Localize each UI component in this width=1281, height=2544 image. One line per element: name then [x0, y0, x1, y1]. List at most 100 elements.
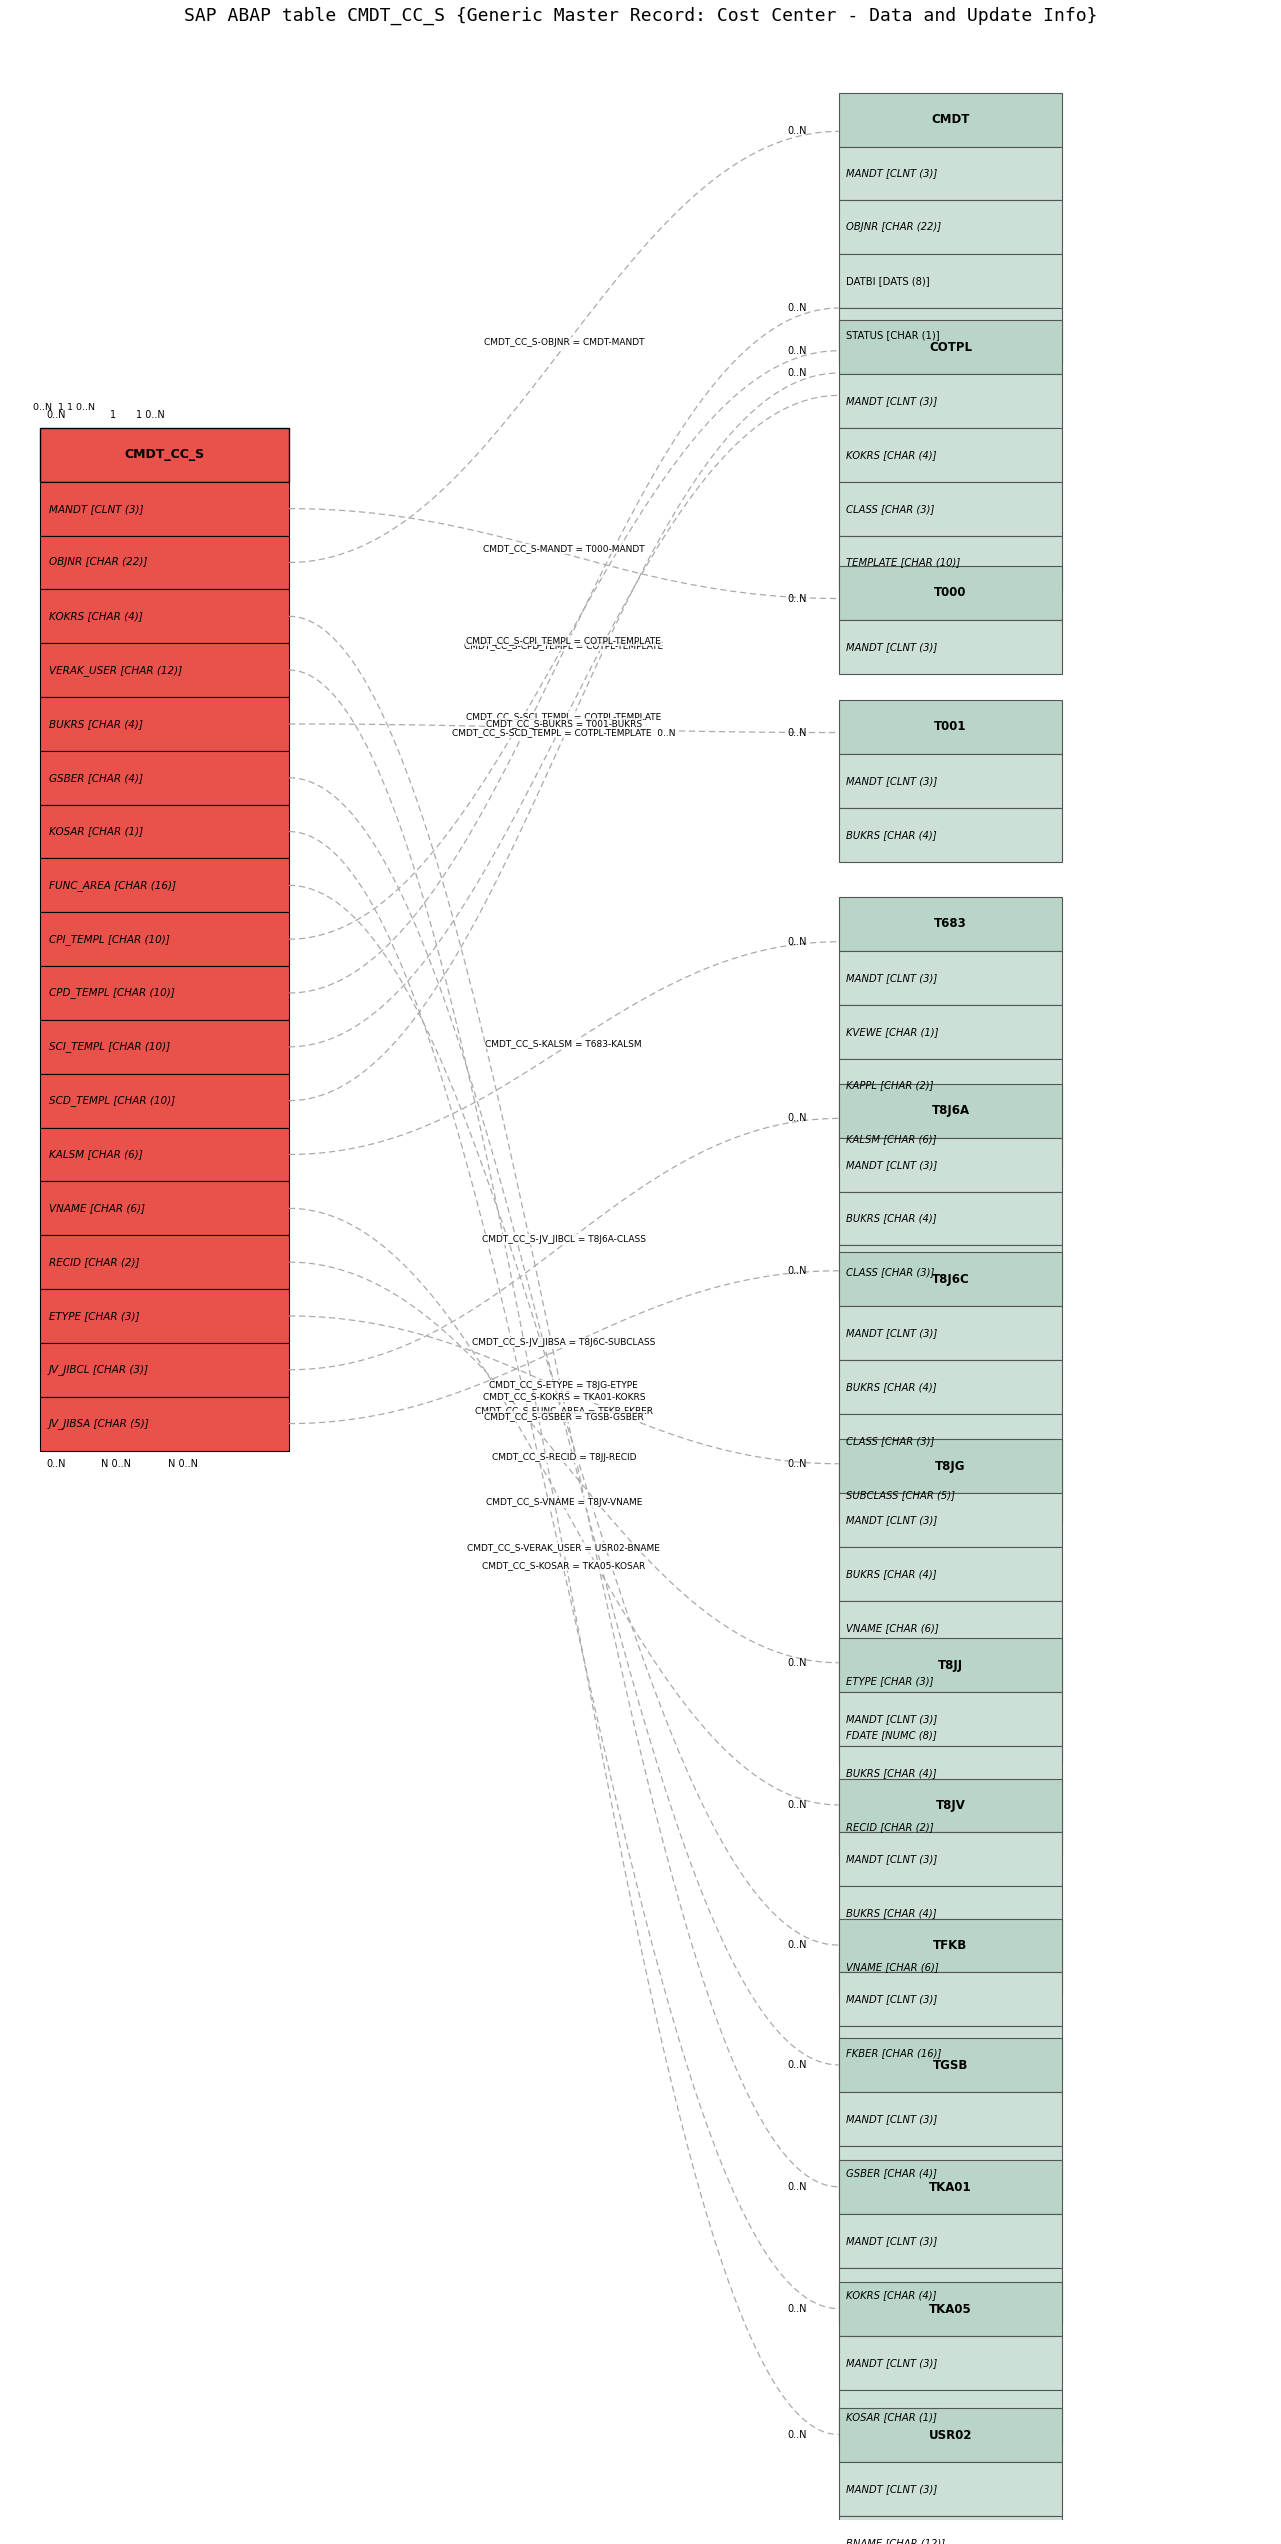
Bar — [839, 2091, 1062, 2147]
Text: GSBER [CHAR (4)]: GSBER [CHAR (4)] — [847, 2167, 938, 2178]
Text: CMDT_CC_S-RECID = T8JJ-RECID: CMDT_CC_S-RECID = T8JJ-RECID — [492, 1453, 637, 1463]
Bar — [40, 1397, 290, 1450]
Text: CMDT_CC_S-MANDT = T000-MANDT: CMDT_CC_S-MANDT = T000-MANDT — [483, 544, 644, 555]
Text: SAP ABAP table CMDT_CC_S {Generic Master Record: Cost Center - Data and Update I: SAP ABAP table CMDT_CC_S {Generic Master… — [183, 8, 1098, 25]
Text: T683: T683 — [934, 918, 967, 931]
Text: 0..N: 0..N — [46, 1458, 65, 1468]
Text: T000: T000 — [934, 588, 967, 600]
Text: N 0..N: N 0..N — [101, 1458, 131, 1468]
Bar — [839, 254, 1062, 308]
Text: 0..N: 0..N — [787, 1114, 807, 1124]
Text: KVEWE [CHAR (1)]: KVEWE [CHAR (1)] — [847, 1028, 939, 1035]
Text: 0..N: 0..N — [46, 410, 65, 420]
Text: T8JJ: T8JJ — [938, 1659, 963, 1671]
Bar — [40, 1343, 290, 1397]
Text: SCD_TEMPL [CHAR (10)]: SCD_TEMPL [CHAR (10)] — [49, 1096, 174, 1107]
Bar — [839, 1638, 1062, 1692]
Bar — [40, 537, 290, 590]
Text: DATBI [DATS (8)]: DATBI [DATS (8)] — [847, 277, 930, 285]
Text: CLASS [CHAR (3)]: CLASS [CHAR (3)] — [847, 1267, 935, 1277]
Bar — [839, 2389, 1062, 2445]
Text: 0..N: 0..N — [787, 728, 807, 738]
Text: KALSM [CHAR (6)]: KALSM [CHAR (6)] — [847, 1135, 936, 1145]
Text: CPD_TEMPL [CHAR (10)]: CPD_TEMPL [CHAR (10)] — [49, 987, 174, 997]
Text: MANDT [CLNT (3)]: MANDT [CLNT (3)] — [847, 1328, 938, 1338]
Bar — [839, 201, 1062, 254]
Bar — [839, 2335, 1062, 2389]
Text: N 0..N: N 0..N — [168, 1458, 197, 1468]
Text: 0..N: 0..N — [787, 2305, 807, 2312]
Text: 0..N: 0..N — [787, 1659, 807, 1669]
Bar — [839, 2028, 1062, 2081]
Text: OBJNR [CHAR (22)]: OBJNR [CHAR (22)] — [49, 557, 147, 567]
Bar — [839, 427, 1062, 481]
Text: MANDT [CLNT (3)]: MANDT [CLNT (3)] — [847, 1160, 938, 1170]
Bar — [839, 2038, 1062, 2091]
Text: GSBER [CHAR (4)]: GSBER [CHAR (4)] — [49, 773, 142, 784]
Bar — [839, 1600, 1062, 1654]
Text: RECID [CHAR (2)]: RECID [CHAR (2)] — [847, 1822, 934, 1832]
Bar — [839, 1972, 1062, 2028]
Bar — [839, 2282, 1062, 2335]
Bar — [40, 590, 290, 644]
Text: COTPL: COTPL — [929, 341, 972, 354]
Bar — [839, 1654, 1062, 1710]
Bar — [40, 481, 290, 537]
Bar — [839, 1885, 1062, 1941]
Bar — [40, 967, 290, 1020]
Text: MANDT [CLNT (3)]: MANDT [CLNT (3)] — [847, 972, 938, 982]
Text: BUKRS [CHAR (4)]: BUKRS [CHAR (4)] — [847, 1908, 936, 1918]
Bar — [40, 697, 290, 750]
Text: KALSM [CHAR (6)]: KALSM [CHAR (6)] — [49, 1150, 142, 1160]
Text: MANDT [CLNT (3)]: MANDT [CLNT (3)] — [847, 1855, 938, 1865]
Text: T8J6C: T8J6C — [931, 1272, 970, 1285]
Bar — [40, 1236, 290, 1290]
Bar — [839, 92, 1062, 148]
Text: MANDT [CLNT (3)]: MANDT [CLNT (3)] — [847, 776, 938, 786]
Bar — [839, 1305, 1062, 1361]
Text: MANDT [CLNT (3)]: MANDT [CLNT (3)] — [847, 397, 938, 407]
Bar — [839, 308, 1062, 361]
Bar — [40, 644, 290, 697]
Bar — [839, 1137, 1062, 1191]
Text: MANDT [CLNT (3)]: MANDT [CLNT (3)] — [847, 641, 938, 651]
Bar — [40, 427, 290, 481]
Text: FKBER [CHAR (16)]: FKBER [CHAR (16)] — [847, 2048, 942, 2058]
Bar — [839, 753, 1062, 806]
Text: 0..N: 0..N — [787, 1458, 807, 1468]
Bar — [40, 1020, 290, 1074]
Text: 0..N: 0..N — [787, 593, 807, 603]
Bar — [40, 1290, 290, 1343]
Bar — [839, 148, 1062, 201]
Bar — [839, 1247, 1062, 1300]
Text: TEMPLATE [CHAR (10)]: TEMPLATE [CHAR (10)] — [847, 557, 961, 567]
Text: CMDT_CC_S-OBJNR = CMDT-MANDT: CMDT_CC_S-OBJNR = CMDT-MANDT — [483, 338, 644, 346]
Text: MANDT [CLNT (3)]: MANDT [CLNT (3)] — [847, 2236, 938, 2246]
Text: CMDT_CC_S-JV_JIBSA = T8J6C-SUBCLASS: CMDT_CC_S-JV_JIBSA = T8J6C-SUBCLASS — [473, 1338, 656, 1348]
Bar — [839, 1084, 1062, 1137]
Text: MANDT [CLNT (3)]: MANDT [CLNT (3)] — [847, 1994, 938, 2005]
Text: CMDT: CMDT — [931, 112, 970, 127]
Text: CMDT_CC_S-GSBER = TGSB-GSBER: CMDT_CC_S-GSBER = TGSB-GSBER — [484, 1412, 643, 1422]
Text: TGSB: TGSB — [933, 2058, 968, 2071]
Bar — [839, 1361, 1062, 1414]
Text: CMDT_CC_S-JV_JIBCL = T8J6A-CLASS: CMDT_CC_S-JV_JIBCL = T8J6A-CLASS — [482, 1236, 646, 1244]
Text: 0..N: 0..N — [787, 2183, 807, 2193]
Text: 0..N: 0..N — [787, 1801, 807, 1809]
Bar — [40, 750, 290, 804]
Text: FDATE [NUMC (8)]: FDATE [NUMC (8)] — [847, 1730, 936, 1740]
Bar — [839, 806, 1062, 862]
Bar — [40, 1180, 290, 1236]
Text: TFKB: TFKB — [934, 1939, 967, 1951]
Text: MANDT [CLNT (3)]: MANDT [CLNT (3)] — [49, 504, 143, 514]
Text: 0..N  1 1 0..N: 0..N 1 1 0..N — [33, 402, 95, 412]
Bar — [40, 1074, 290, 1127]
Text: JV_JIBCL [CHAR (3)]: JV_JIBCL [CHAR (3)] — [49, 1364, 149, 1376]
Text: USR02: USR02 — [929, 2430, 972, 2442]
Text: CPI_TEMPL [CHAR (10)]: CPI_TEMPL [CHAR (10)] — [49, 934, 169, 944]
Bar — [839, 951, 1062, 1005]
Bar — [839, 1832, 1062, 1885]
Text: CMDT_CC_S-KOKRS = TKA01-KOKRS: CMDT_CC_S-KOKRS = TKA01-KOKRS — [483, 1392, 646, 1402]
Text: RECID [CHAR (2)]: RECID [CHAR (2)] — [49, 1257, 140, 1267]
Bar — [839, 2160, 1062, 2213]
